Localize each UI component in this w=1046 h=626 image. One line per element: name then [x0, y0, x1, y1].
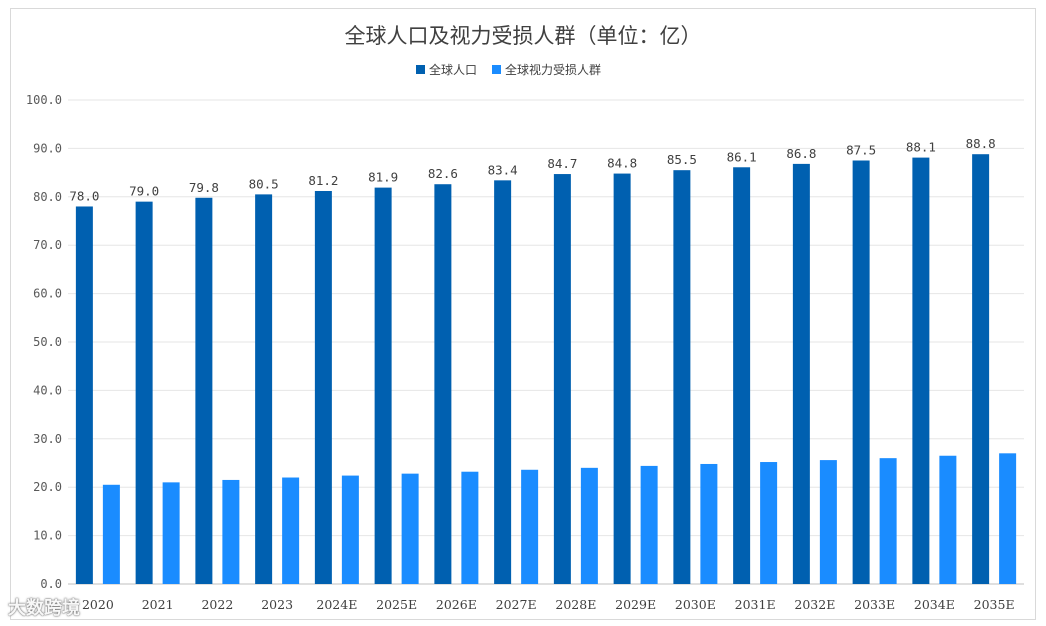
x-tick-label: 2020 — [82, 597, 114, 612]
data-label: 87.5 — [846, 143, 876, 158]
bar-visual-impairment — [939, 455, 957, 584]
bar-population — [673, 170, 691, 584]
bar-visual-impairment — [102, 484, 120, 584]
data-label: 85.5 — [667, 152, 697, 167]
y-tick-label: 30.0 — [33, 432, 62, 446]
y-tick-label: 0.0 — [40, 577, 62, 591]
data-label: 79.0 — [129, 184, 159, 199]
bar-population — [314, 190, 332, 584]
x-tick-label: 2032E — [794, 597, 835, 612]
x-tick-label: 2024E — [316, 597, 357, 612]
bar-visual-impairment — [760, 462, 778, 584]
bar-population — [135, 201, 153, 584]
data-label: 88.8 — [966, 136, 996, 151]
legend-swatch-2 — [492, 65, 501, 74]
x-tick-label: 2026E — [436, 597, 477, 612]
x-tick-label: 2034E — [914, 597, 955, 612]
x-tick-label: 2025E — [376, 597, 417, 612]
y-tick-label: 20.0 — [33, 480, 62, 494]
bar-population — [852, 160, 870, 584]
legend-label-2: 全球视力受损人群 — [505, 62, 601, 77]
data-label: 88.1 — [906, 140, 936, 155]
bar-population — [972, 154, 990, 584]
chart-frame — [10, 8, 1036, 620]
bar-population — [374, 187, 392, 584]
bar-visual-impairment — [282, 477, 300, 584]
watermark-logo: 大数跨境 — [8, 598, 80, 619]
bar-visual-impairment — [819, 460, 837, 584]
bar-visual-impairment — [162, 482, 180, 584]
legend-label-1: 全球人口 — [429, 62, 477, 77]
data-label: 78.0 — [69, 188, 99, 203]
y-tick-label: 80.0 — [33, 190, 62, 204]
bar-population — [792, 163, 810, 584]
bar-visual-impairment — [521, 469, 539, 584]
data-label: 81.9 — [368, 170, 398, 185]
y-tick-label: 10.0 — [33, 529, 62, 543]
x-tick-label: 2033E — [854, 597, 895, 612]
bar-visual-impairment — [700, 463, 718, 584]
y-tick-label: 50.0 — [33, 335, 62, 349]
x-tick-label: 2031E — [735, 597, 776, 612]
data-label: 86.8 — [786, 146, 816, 161]
bar-population — [912, 157, 930, 584]
bar-visual-impairment — [580, 467, 598, 584]
bar-population — [255, 194, 273, 584]
bar-visual-impairment — [999, 453, 1017, 584]
bar-visual-impairment — [222, 479, 240, 584]
y-tick-label: 40.0 — [33, 383, 62, 397]
data-label: 86.1 — [727, 149, 757, 164]
chart-title: 全球人口及视力受损人群（单位：亿） — [345, 24, 702, 48]
legend-swatch-1 — [416, 65, 425, 74]
bar-population — [553, 174, 571, 584]
x-tick-label: 2022 — [201, 597, 233, 612]
bar-population — [195, 197, 213, 584]
y-tick-label: 90.0 — [33, 141, 62, 155]
y-tick-label: 70.0 — [33, 238, 62, 252]
bar-population — [494, 180, 512, 584]
bar-visual-impairment — [879, 458, 897, 584]
x-tick-label: 2027E — [496, 597, 537, 612]
bar-population — [613, 173, 631, 584]
x-tick-label: 2030E — [675, 597, 716, 612]
bar-population — [434, 184, 452, 584]
bar-population — [75, 206, 93, 585]
x-tick-label: 2035E — [974, 597, 1015, 612]
bar-visual-impairment — [341, 475, 359, 584]
data-label: 83.4 — [488, 162, 518, 177]
data-label: 84.8 — [607, 156, 637, 171]
x-tick-label: 2021 — [142, 597, 174, 612]
y-tick-label: 100.0 — [26, 93, 62, 107]
data-label: 79.8 — [189, 180, 219, 195]
bar-population — [733, 167, 751, 584]
bar-visual-impairment — [401, 473, 419, 584]
data-label: 84.7 — [547, 156, 577, 171]
data-label: 80.5 — [249, 176, 279, 191]
bar-visual-impairment — [461, 471, 479, 584]
y-tick-label: 60.0 — [33, 287, 62, 301]
x-tick-label: 2023 — [261, 597, 293, 612]
x-tick-label: 2029E — [615, 597, 656, 612]
data-label: 82.6 — [428, 166, 458, 181]
x-tick-label: 2028E — [555, 597, 596, 612]
data-label: 81.2 — [308, 173, 338, 188]
bar-visual-impairment — [640, 465, 658, 584]
